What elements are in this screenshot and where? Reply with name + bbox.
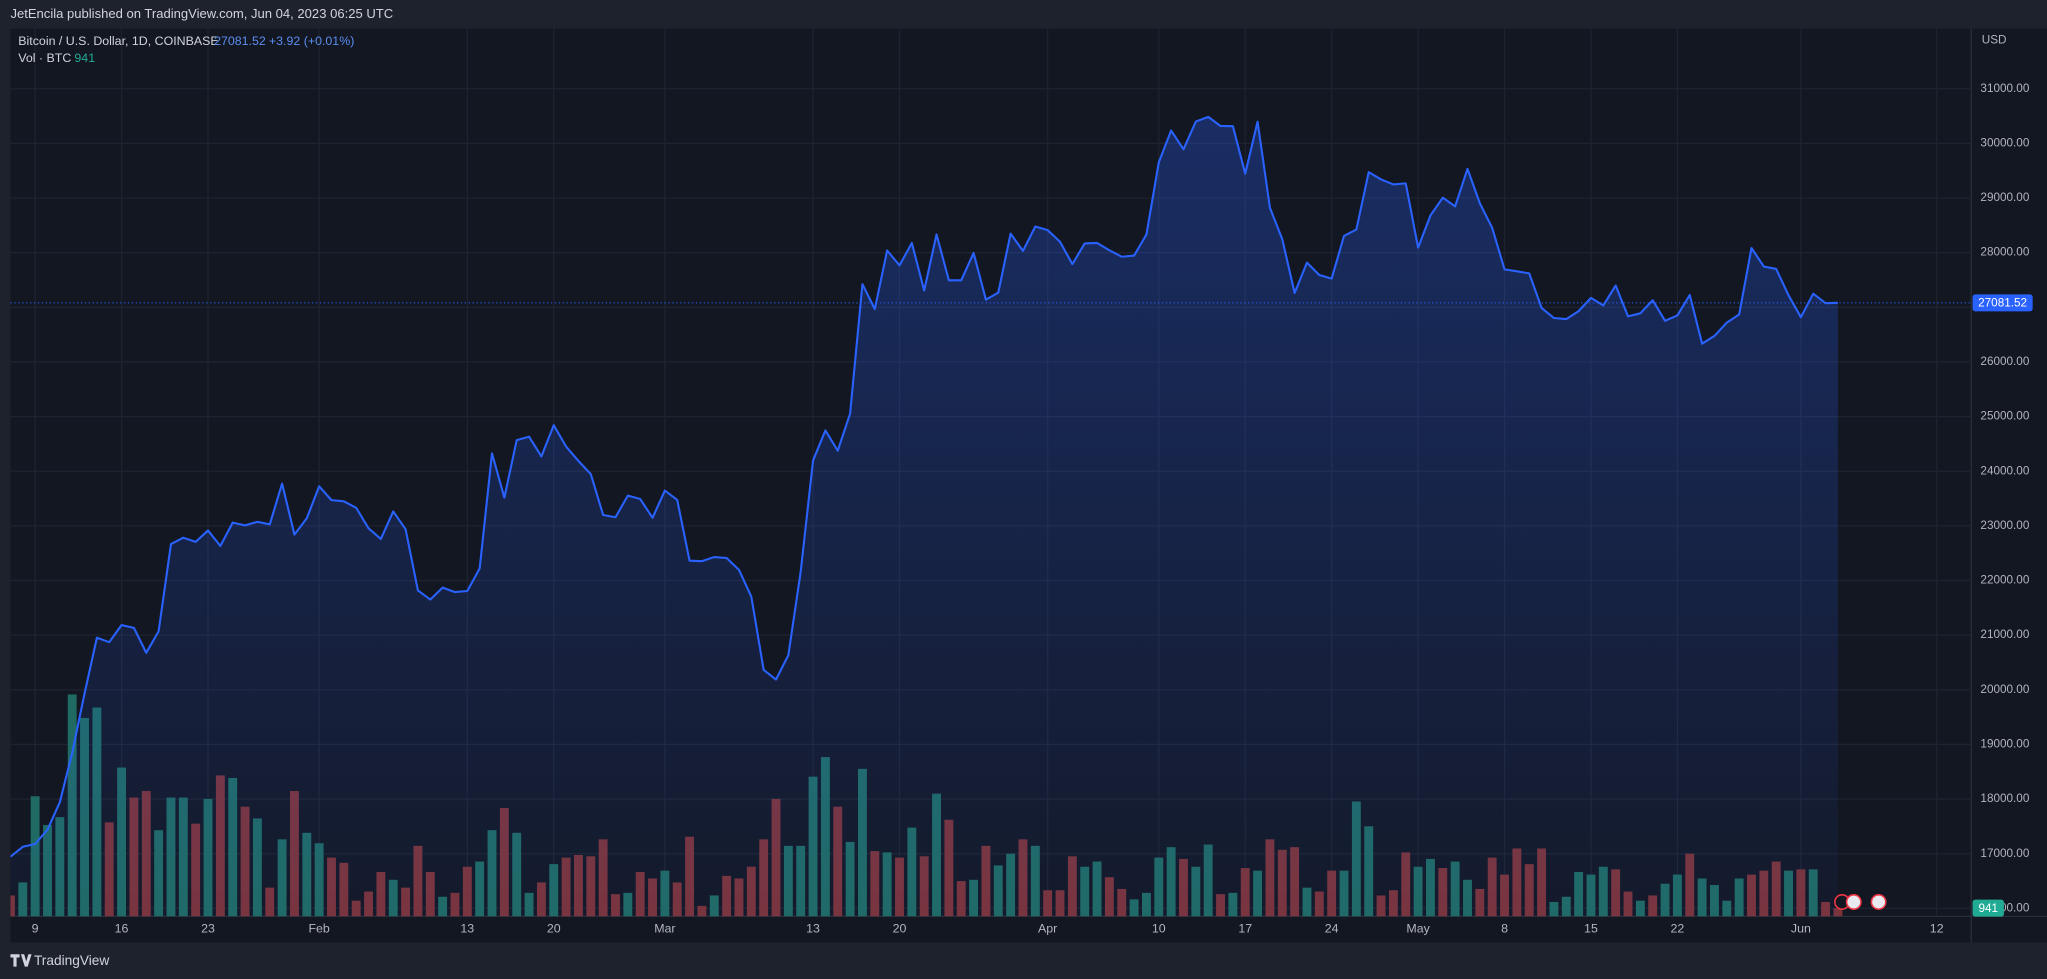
footer-brand[interactable]: TradingView: [34, 953, 109, 968]
time-axis: [10, 916, 2047, 943]
y-tick-label: 25000.00: [1980, 410, 2029, 423]
publish-header: JetEncila published on TradingView.com, …: [10, 6, 393, 21]
event-icon[interactable]: [1845, 894, 1862, 910]
x-tick-label: 12: [1930, 922, 1944, 936]
x-tick-label: 20: [893, 922, 907, 936]
x-tick-label: 20: [547, 922, 561, 936]
x-tick-label: Jun: [1791, 922, 1811, 936]
price-line: [10, 115, 1838, 858]
x-tick-label: 10: [1152, 922, 1166, 936]
y-tick-label: 29000.00: [1980, 191, 2029, 204]
volume-badge-label: 941: [1978, 902, 1998, 915]
x-tick-label: 17: [1238, 922, 1252, 936]
y-tick-label: 20000.00: [1980, 683, 2029, 696]
y-tick-label: 22000.00: [1980, 574, 2029, 587]
last-price-badge: [1972, 294, 2033, 312]
y-tick-label: 21000.00: [1980, 628, 2029, 641]
price-axis: [1971, 28, 2047, 917]
y-tick-label: 23000.00: [1980, 519, 2029, 532]
y-tick-label: 28000.00: [1980, 246, 2029, 259]
event-icons: [1834, 894, 1887, 910]
x-tick-label: 16: [115, 922, 129, 936]
x-tick-label: 13: [460, 922, 474, 936]
y-tick-label: 17000.00: [1980, 847, 2029, 860]
x-tick-label: Mar: [654, 922, 675, 936]
legend-volume: 941: [74, 51, 95, 65]
price: [10, 115, 1972, 917]
x-tick-label: 23: [201, 922, 215, 936]
last-price-label: 27081.52: [1978, 297, 2027, 310]
legend-price: 27081.52: [214, 34, 266, 48]
y-tick-label: 26000.00: [1980, 355, 2029, 368]
x-tick-label: 9: [32, 922, 39, 936]
price-area: [10, 116, 1838, 917]
volume-legend: Vol · BTC: [18, 51, 71, 65]
symbol-legend: Bitcoin / U.S. Dollar, 1D, COINBASE: [18, 34, 218, 48]
y-tick-label: 31000.00: [1980, 82, 2029, 95]
footer-bar: [0, 942, 2047, 979]
y-tick-label: 19000.00: [1980, 738, 2029, 751]
y-tick-label: 30000.00: [1980, 136, 2029, 149]
x-tick-label: 8: [1501, 922, 1508, 936]
x-tick-label: May: [1406, 922, 1430, 936]
y-tick-label: 24000.00: [1980, 464, 2029, 477]
y-tick-label: 18000.00: [1980, 792, 2029, 805]
axes: 16000.0017000.0018000.0019000.0020000.00…: [32, 82, 2030, 936]
volume-badge: [1972, 899, 2004, 917]
currency-label: USD: [1982, 34, 2007, 47]
x-tick-label: 22: [1671, 922, 1685, 936]
x-tick-label: Feb: [308, 922, 329, 936]
event-icon[interactable]: [1870, 894, 1887, 910]
legend-change: +3.92 (+0.01%): [269, 34, 354, 48]
badges: 27081.52 941: [1972, 294, 2033, 917]
x-tick-label: Apr: [1038, 922, 1057, 936]
logo[interactable]: [10, 954, 32, 967]
x-tick-label: 13: [806, 922, 820, 936]
x-tick-label: 24: [1325, 922, 1339, 936]
x-tick-label: 15: [1584, 922, 1598, 936]
